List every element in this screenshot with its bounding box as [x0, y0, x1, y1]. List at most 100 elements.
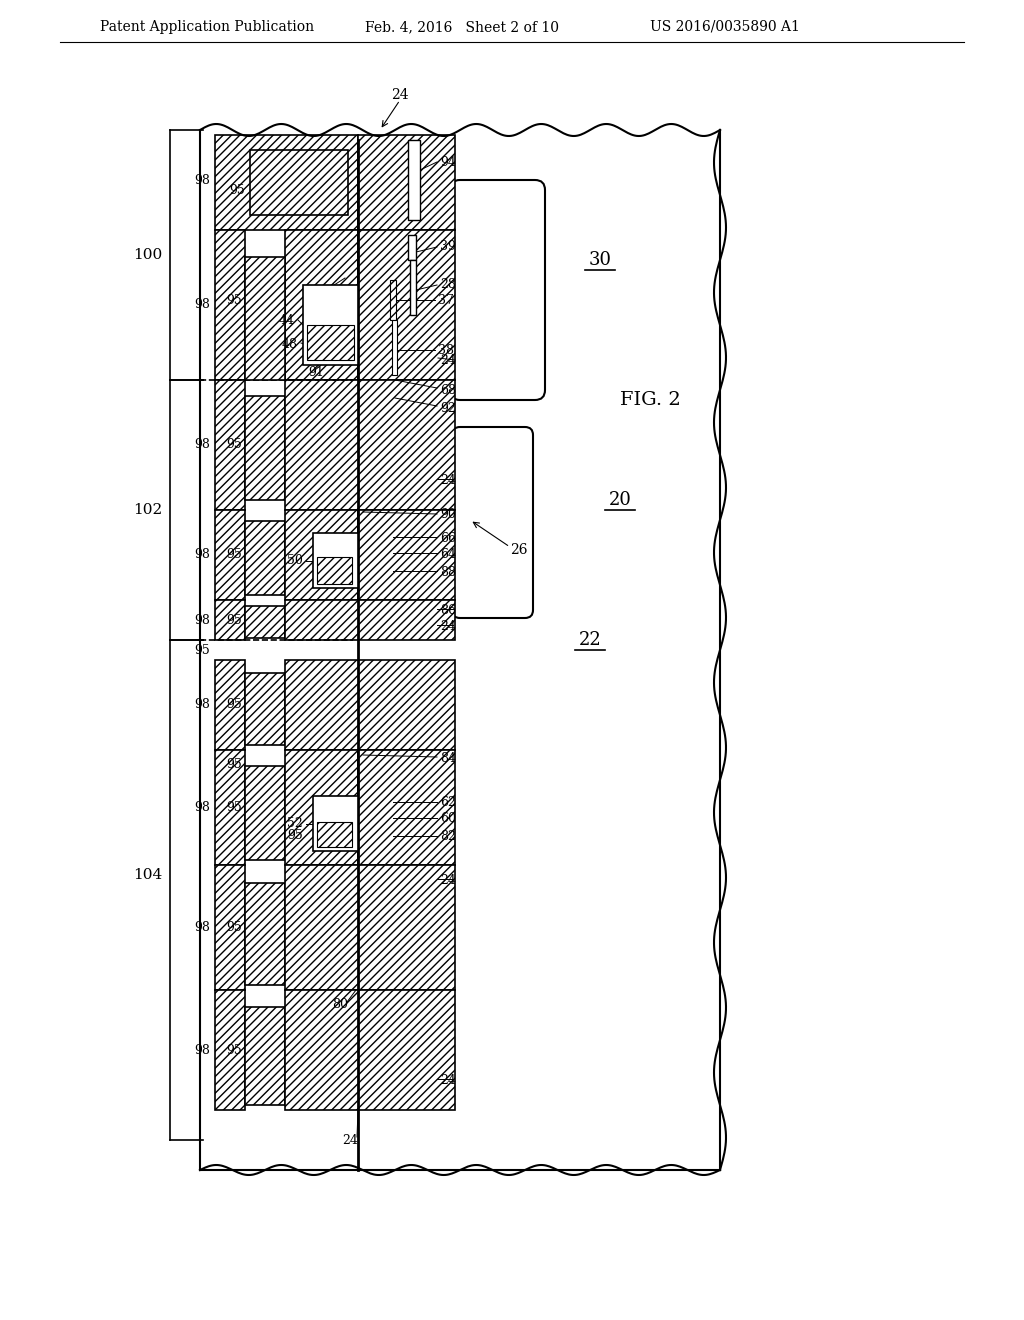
- Text: 104: 104: [133, 869, 162, 882]
- Text: 95: 95: [195, 644, 210, 656]
- Bar: [285, 750, 358, 865]
- Bar: [245, 606, 285, 638]
- Text: 95: 95: [226, 801, 242, 814]
- Bar: [313, 796, 358, 851]
- Bar: [215, 135, 358, 230]
- Bar: [313, 533, 358, 587]
- Bar: [250, 150, 348, 215]
- Text: 66: 66: [440, 532, 456, 544]
- Text: 98: 98: [195, 698, 210, 711]
- Text: 95: 95: [226, 1044, 242, 1056]
- Text: 37: 37: [438, 293, 454, 306]
- Text: 24: 24: [342, 1134, 358, 1147]
- Text: 90: 90: [440, 508, 456, 521]
- Text: 98: 98: [195, 173, 210, 186]
- Text: 95: 95: [226, 549, 242, 561]
- FancyBboxPatch shape: [450, 180, 545, 400]
- Text: 100: 100: [133, 248, 162, 261]
- Bar: [285, 660, 455, 750]
- Text: 68: 68: [440, 384, 456, 396]
- Bar: [358, 750, 455, 865]
- Text: 80: 80: [332, 998, 348, 1011]
- Text: 82: 82: [440, 830, 456, 843]
- Text: 24: 24: [440, 874, 456, 887]
- Text: 95: 95: [226, 698, 242, 711]
- Text: 24: 24: [391, 88, 409, 102]
- Text: 62: 62: [440, 796, 456, 809]
- Text: 44: 44: [279, 314, 295, 326]
- Text: 95: 95: [226, 614, 242, 627]
- Bar: [358, 135, 455, 230]
- Text: 26: 26: [510, 543, 527, 557]
- Bar: [215, 380, 245, 510]
- Bar: [410, 260, 416, 315]
- Bar: [245, 766, 285, 861]
- Bar: [285, 865, 455, 990]
- Text: 95: 95: [226, 759, 242, 771]
- Text: Patent Application Publication: Patent Application Publication: [100, 20, 314, 34]
- Text: 98: 98: [195, 1044, 210, 1056]
- Text: 98: 98: [195, 614, 210, 627]
- Bar: [245, 883, 285, 985]
- Text: 60: 60: [440, 813, 456, 825]
- Text: 24: 24: [440, 1073, 456, 1086]
- Bar: [285, 510, 358, 601]
- Text: 98: 98: [195, 438, 210, 451]
- Text: 95: 95: [226, 921, 242, 935]
- Text: 96: 96: [307, 285, 323, 298]
- Text: 95: 95: [226, 438, 242, 451]
- Text: 98: 98: [195, 801, 210, 814]
- Bar: [317, 557, 352, 583]
- Bar: [215, 510, 245, 601]
- Bar: [358, 230, 455, 380]
- Bar: [245, 396, 285, 500]
- Text: 30: 30: [589, 251, 611, 269]
- Bar: [215, 230, 245, 380]
- Bar: [390, 280, 396, 319]
- Bar: [215, 865, 245, 990]
- Text: 98: 98: [195, 298, 210, 312]
- Text: FIG. 2: FIG. 2: [620, 391, 680, 409]
- Bar: [285, 990, 455, 1110]
- Text: Feb. 4, 2016   Sheet 2 of 10: Feb. 4, 2016 Sheet 2 of 10: [365, 20, 559, 34]
- Text: 92: 92: [440, 401, 456, 414]
- Text: 38: 38: [438, 343, 454, 356]
- Text: 84: 84: [440, 751, 456, 764]
- Text: 22: 22: [579, 631, 601, 649]
- Text: 91: 91: [308, 367, 324, 380]
- Text: 39: 39: [440, 240, 456, 253]
- Text: 50: 50: [287, 554, 303, 568]
- Bar: [307, 325, 354, 360]
- Bar: [245, 257, 285, 380]
- Text: 94: 94: [440, 156, 456, 169]
- Bar: [285, 380, 455, 510]
- Text: 24: 24: [440, 474, 456, 487]
- Bar: [215, 601, 245, 640]
- Bar: [245, 1007, 285, 1105]
- Bar: [285, 601, 455, 640]
- Text: 98: 98: [195, 549, 210, 561]
- Text: 64: 64: [440, 548, 456, 561]
- Text: 48: 48: [282, 338, 298, 351]
- Bar: [408, 140, 420, 220]
- Text: 95: 95: [226, 293, 242, 306]
- Bar: [285, 230, 358, 380]
- Text: 95: 95: [229, 183, 245, 197]
- Text: 86: 86: [440, 603, 456, 616]
- Bar: [215, 750, 245, 865]
- Text: 95: 95: [288, 829, 303, 842]
- Text: 88: 88: [440, 565, 456, 578]
- Text: 98: 98: [195, 921, 210, 935]
- Text: 24: 24: [440, 354, 456, 367]
- FancyBboxPatch shape: [452, 426, 534, 618]
- Text: US 2016/0035890 A1: US 2016/0035890 A1: [650, 20, 800, 34]
- Text: 52: 52: [288, 817, 303, 830]
- Bar: [303, 285, 358, 366]
- Text: 20: 20: [608, 491, 632, 510]
- Bar: [215, 990, 245, 1110]
- Bar: [245, 521, 285, 595]
- Bar: [245, 673, 285, 744]
- Bar: [392, 319, 397, 375]
- Bar: [215, 660, 245, 750]
- Text: 24: 24: [440, 619, 456, 632]
